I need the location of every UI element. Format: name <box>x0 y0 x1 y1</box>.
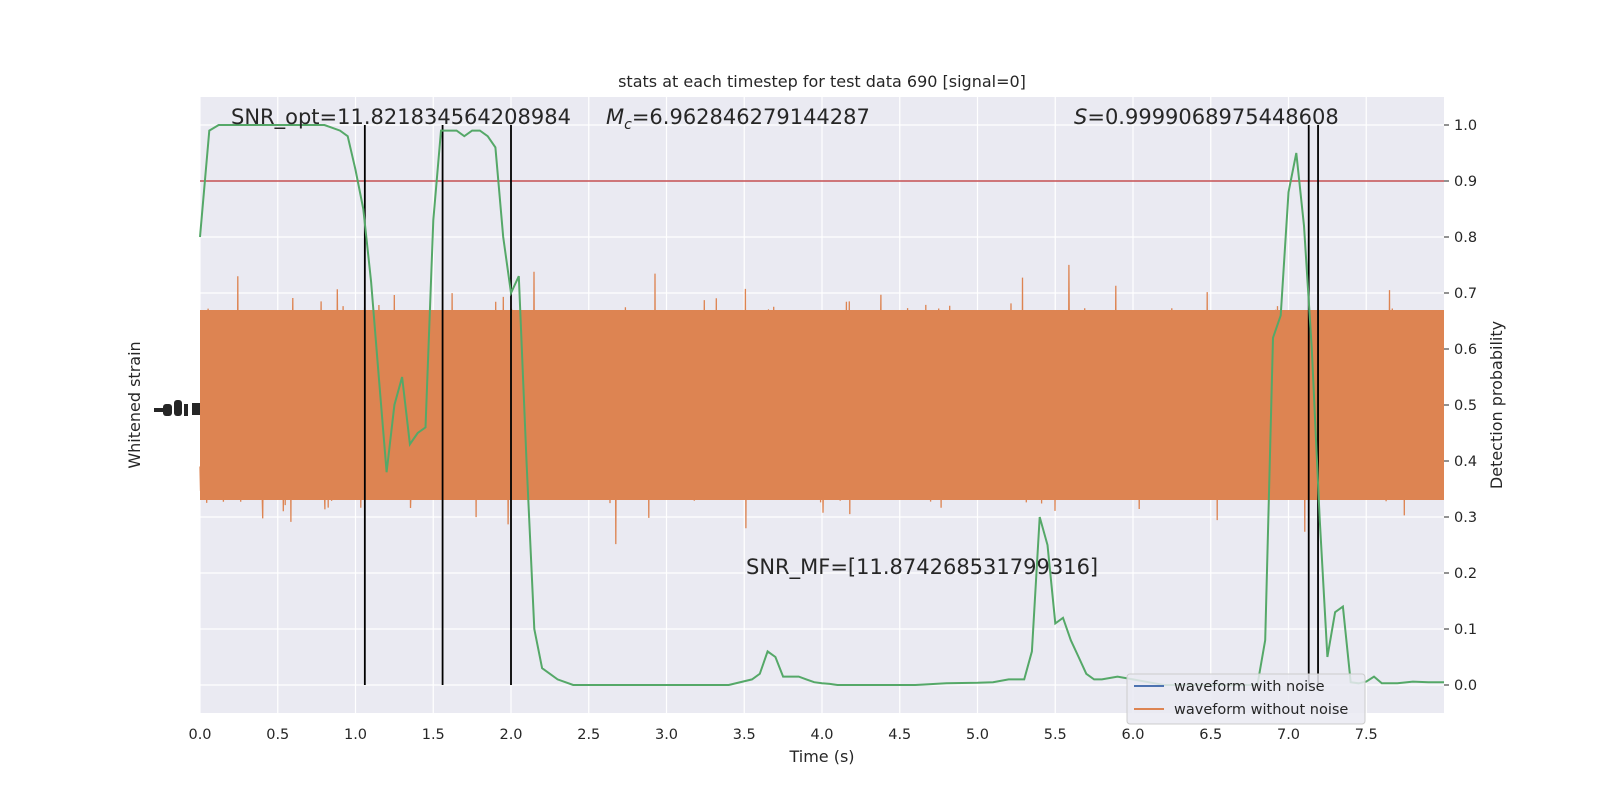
y-tick-label: 0.6 <box>1454 342 1477 358</box>
x-tick-label: 0.0 <box>188 727 211 743</box>
annotation-chirp-mass: Mc=6.962846279144287 <box>606 105 870 133</box>
x-axis-label: Time (s) <box>788 747 854 766</box>
x-tick-label: 1.0 <box>344 727 367 743</box>
x-tick-label: 5.0 <box>966 727 989 743</box>
y-tick-label: 0.1 <box>1454 622 1477 638</box>
x-tick-label: 5.5 <box>1044 727 1067 743</box>
y-tick-label: 0.4 <box>1454 454 1477 470</box>
y-tick-label: 0.0 <box>1454 678 1477 694</box>
x-tick-label: 4.5 <box>888 727 911 743</box>
y-tick-label: 0.2 <box>1454 566 1477 582</box>
y-tick-label: 0.8 <box>1454 230 1477 246</box>
x-tick-label: 2.0 <box>499 727 522 743</box>
x-tick-label: 2.5 <box>577 727 600 743</box>
y-axis-label-right: Detection probability <box>1487 321 1506 489</box>
x-tick-label: 3.0 <box>655 727 678 743</box>
y-right-tick-labels: 0.0 0.1 0.2 0.3 0.4 0.5 0.6 0.7 0.8 0.9 1.0 <box>1444 118 1477 694</box>
left-axis-ticks <box>154 400 200 416</box>
vertical-markers <box>363 125 1319 685</box>
x-tick-labels: 0.0 0.5 1.0 1.5 2.0 2.5 3.0 3.5 4.0 4.5 5.0 5.5 6.0 6… <box>188 727 1377 743</box>
y-axis-label-left: Whitened strain <box>125 341 144 468</box>
x-tick-label: 7.5 <box>1355 727 1378 743</box>
x-tick-label: 6.0 <box>1121 727 1144 743</box>
x-tick-label: 1.5 <box>422 727 445 743</box>
legend-label-without-noise: waveform without noise <box>1174 702 1348 718</box>
waveform-dense-band <box>200 310 1444 500</box>
chart-title: stats at each timestep for test data 690… <box>618 72 1026 91</box>
annotation-snr-opt: SNR_opt=11.821834564208984 <box>231 105 571 130</box>
legend: waveform with noise waveform without noi… <box>1126 673 1366 725</box>
x-tick-label: 4.0 <box>810 727 833 743</box>
annotation-snr-mf: SNR_MF=[11.874268531799316] <box>746 555 1098 580</box>
legend-label-with-noise: waveform with noise <box>1174 679 1325 695</box>
waveform-without-noise-series <box>199 264 1444 545</box>
detection-probability-line <box>199 124 1444 686</box>
annotation-score: S=0.9999068975448608 <box>1074 105 1339 129</box>
x-tick-label: 0.5 <box>266 727 289 743</box>
x-tick-label: 3.5 <box>733 727 756 743</box>
y-tick-label: 0.5 <box>1454 398 1477 414</box>
y-tick-label: 0.9 <box>1454 174 1477 190</box>
x-tick-label: 7.0 <box>1277 727 1300 743</box>
x-tick-label: 6.5 <box>1199 727 1222 743</box>
y-tick-label: 1.0 <box>1454 118 1477 134</box>
y-tick-label: 0.7 <box>1454 286 1477 302</box>
y-tick-label: 0.3 <box>1454 510 1477 526</box>
